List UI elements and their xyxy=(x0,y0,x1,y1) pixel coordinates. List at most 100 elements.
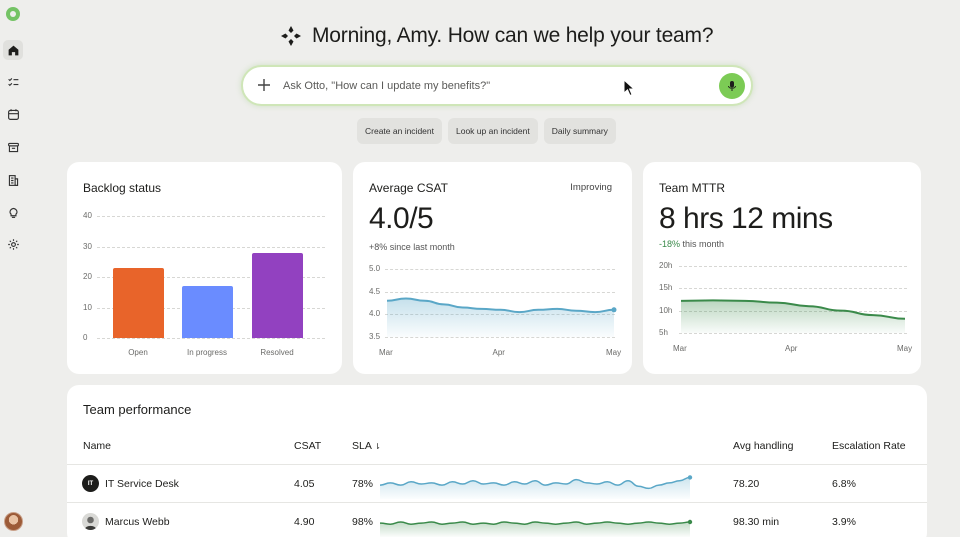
row-avg-handling: 78.20 xyxy=(733,478,760,490)
sparkline-area xyxy=(380,477,690,499)
col-header-csat[interactable]: CSAT xyxy=(294,440,322,452)
gear-icon[interactable] xyxy=(3,234,23,254)
team-mttr-card[interactable]: Team MTTR 8 hrs 12 mins -18% this month … xyxy=(643,162,921,374)
y-tick-label: 0 xyxy=(83,333,88,342)
person-avatar-icon xyxy=(82,513,99,530)
card-title: Team MTTR xyxy=(659,181,725,195)
last-point xyxy=(611,307,617,313)
sparkline-line xyxy=(379,521,691,525)
app-logo-icon[interactable] xyxy=(6,7,20,21)
team-performance-card: Team performance Name CSAT SLA ⇂ Avg han… xyxy=(67,385,927,537)
home-icon[interactable] xyxy=(3,40,23,60)
bar xyxy=(181,286,233,338)
row-escalation: 3.9% xyxy=(832,516,856,528)
microphone-button[interactable] xyxy=(719,73,745,99)
ask-otto-search[interactable] xyxy=(241,65,753,106)
bar xyxy=(251,252,303,338)
backlog-status-card[interactable]: Backlog status 40 30 20 10 0 Open In progress R… xyxy=(67,162,342,374)
gridline xyxy=(385,337,615,338)
row-avg-handling: 98.30 min xyxy=(733,516,780,528)
table-row[interactable]: IT IT Service Desk 4.05 78% 78.20 6.8% xyxy=(67,464,927,502)
suggestion-chips: Create an incident Look up an incident D… xyxy=(357,118,616,144)
mttr-value: 8 hrs 12 mins xyxy=(659,202,833,235)
table-title: Team performance xyxy=(83,402,192,417)
col-header-sla[interactable]: SLA ⇂ xyxy=(352,440,381,452)
building-icon[interactable] xyxy=(3,170,23,190)
bar xyxy=(112,267,164,338)
gridline xyxy=(97,277,325,278)
x-tick-label: Mar xyxy=(673,344,687,353)
x-tick-label: May xyxy=(606,348,622,357)
x-tick-label: May xyxy=(897,344,913,353)
col-header-name[interactable]: Name xyxy=(83,440,112,452)
sparkline-area xyxy=(380,522,690,537)
lightbulb-icon[interactable] xyxy=(3,202,23,222)
x-tick-label: Open xyxy=(128,348,148,357)
row-escalation: 6.8% xyxy=(832,478,856,490)
gridline xyxy=(97,246,325,248)
area-fill xyxy=(681,300,905,333)
mttr-delta-text: this month xyxy=(680,239,725,249)
col-header-sla-label: SLA xyxy=(352,440,372,452)
x-tick-label: Mar xyxy=(379,348,393,357)
line-series xyxy=(386,297,617,337)
greeting-header: Morning, Amy. How can we help your team? xyxy=(280,22,713,50)
otto-logo-icon xyxy=(281,26,301,46)
team-icon: IT xyxy=(82,475,99,492)
y-tick-label: 5.0 xyxy=(369,264,381,273)
status-badge: Improving xyxy=(570,182,612,193)
table-row[interactable]: Marcus Webb 4.90 98% 98.30 min 3.9% xyxy=(67,502,927,537)
col-header-avg-handling[interactable]: Avg handling xyxy=(733,440,794,452)
archive-icon[interactable] xyxy=(3,137,23,157)
gridline xyxy=(385,291,615,293)
gridline xyxy=(97,216,325,217)
chip-daily-summary[interactable]: Daily summary xyxy=(543,118,616,144)
row-csat: 4.90 xyxy=(294,516,315,528)
average-csat-card[interactable]: Average CSAT Improving 4.0/5 +8% since l… xyxy=(353,162,632,374)
mttr-delta: -18% this month xyxy=(659,239,724,249)
line-series xyxy=(680,299,906,333)
search-input[interactable] xyxy=(283,75,703,97)
gridline xyxy=(679,266,907,267)
avatar[interactable] xyxy=(4,512,23,531)
chip-create-incident[interactable]: Create an incident xyxy=(357,118,442,144)
sparkline-end-point xyxy=(687,519,693,525)
gridline xyxy=(679,333,907,334)
x-tick-label: Apr xyxy=(492,348,505,357)
y-tick-label: 20h xyxy=(659,261,673,270)
y-tick-label: 4.5 xyxy=(369,286,381,296)
page-title: Morning, Amy. How can we help your team? xyxy=(312,24,714,47)
y-tick-label: 3.5 xyxy=(369,332,381,341)
sla-sparkline xyxy=(379,475,693,499)
sparkline-line xyxy=(379,476,691,490)
y-tick-label: 5h xyxy=(659,328,668,337)
sla-sparkline xyxy=(379,519,693,537)
x-tick-label: In progress xyxy=(186,348,228,357)
y-tick-label: 10h xyxy=(659,305,673,315)
gridline xyxy=(679,288,907,290)
y-tick-label: 15h xyxy=(659,283,673,293)
row-sla: 78% xyxy=(352,478,374,490)
calendar-icon[interactable] xyxy=(3,104,23,124)
checklist-icon[interactable] xyxy=(3,72,23,92)
area-fill xyxy=(387,298,614,337)
y-tick-label: 40 xyxy=(83,211,92,220)
microphone-icon xyxy=(728,81,736,91)
card-title: Backlog status xyxy=(83,181,162,195)
mttr-delta-value: -18% xyxy=(659,239,681,249)
gridline xyxy=(97,338,325,339)
x-tick-label: Resolved xyxy=(260,348,294,357)
y-tick-label: 10 xyxy=(83,302,92,312)
sparkline-end-point xyxy=(687,475,693,480)
row-name: IT Service Desk xyxy=(105,478,179,490)
gridline xyxy=(385,269,615,270)
mouse-cursor-icon xyxy=(623,79,635,97)
sidebar xyxy=(0,0,26,537)
series-line xyxy=(386,297,615,314)
col-header-escalation-rate[interactable]: Escalation Rate xyxy=(832,440,906,452)
sort-icon[interactable]: ⇂ xyxy=(374,442,381,451)
card-title: Average CSAT xyxy=(369,181,448,195)
series-line xyxy=(680,299,906,320)
chip-lookup-incident[interactable]: Look up an incident xyxy=(448,118,538,144)
plus-icon[interactable] xyxy=(255,76,273,94)
